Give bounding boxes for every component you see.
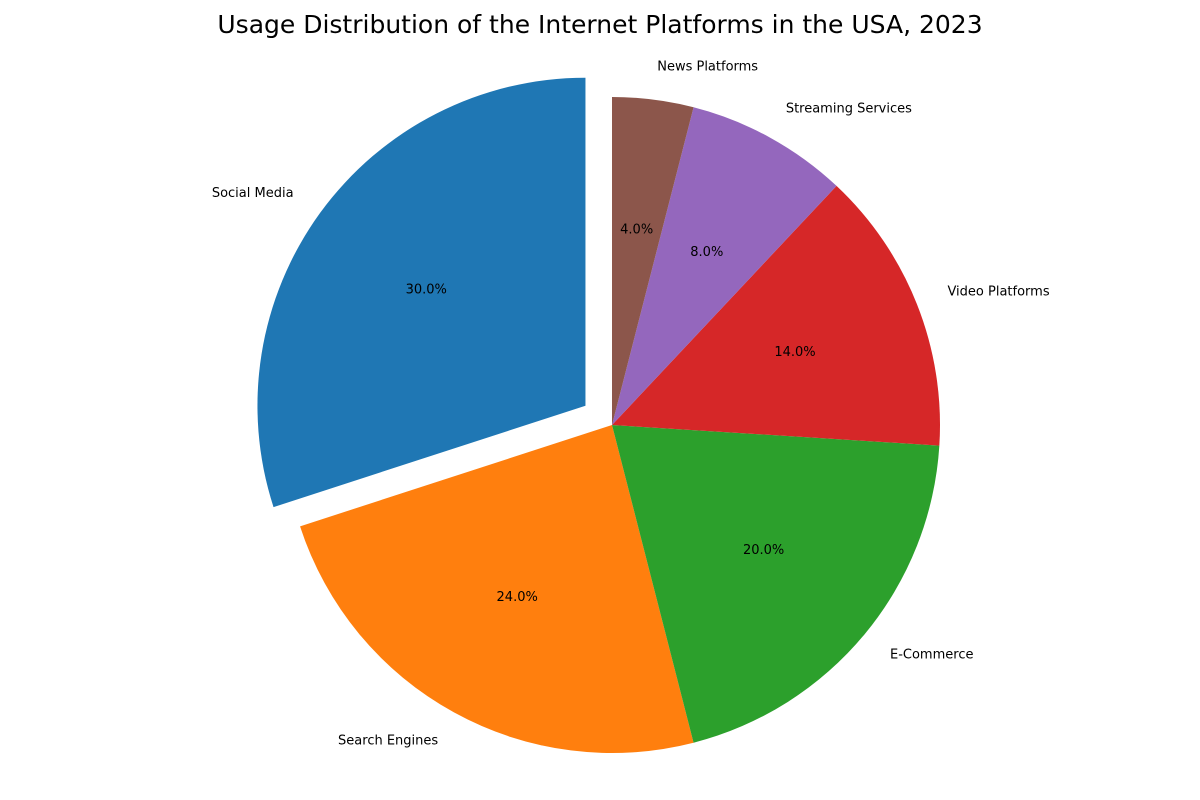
pie-slice-social-media [257, 77, 586, 508]
slice-percent-label: 8.0% [690, 245, 723, 260]
slice-label: Social Media [212, 186, 294, 201]
slice-percent-label: 20.0% [743, 543, 784, 558]
slice-percent-label: 4.0% [620, 222, 653, 237]
slice-label: News Platforms [657, 60, 758, 75]
pie-slice-video-platforms [612, 185, 941, 446]
slice-label: Video Platforms [947, 285, 1049, 300]
slice-label: E-Commerce [890, 647, 973, 662]
slice-label: Streaming Services [786, 101, 912, 116]
pie-slice-streaming-services [612, 107, 837, 426]
pie-slices [257, 77, 941, 753]
slice-label: Search Engines [338, 734, 438, 749]
slice-percent-label: 30.0% [406, 283, 447, 298]
pie-slice-e-commerce [612, 425, 940, 743]
pie-slice-search-engines [300, 425, 694, 753]
pie-slice-news-platforms [612, 97, 694, 425]
pie-labels: Social Media 30.0% Search Engines 24.0% E-Co… [212, 60, 1050, 749]
slice-percent-label: 14.0% [774, 345, 815, 360]
slice-percent-label: 24.0% [497, 590, 538, 605]
chart-title: Usage Distribution of the Internet Platf… [217, 10, 983, 39]
